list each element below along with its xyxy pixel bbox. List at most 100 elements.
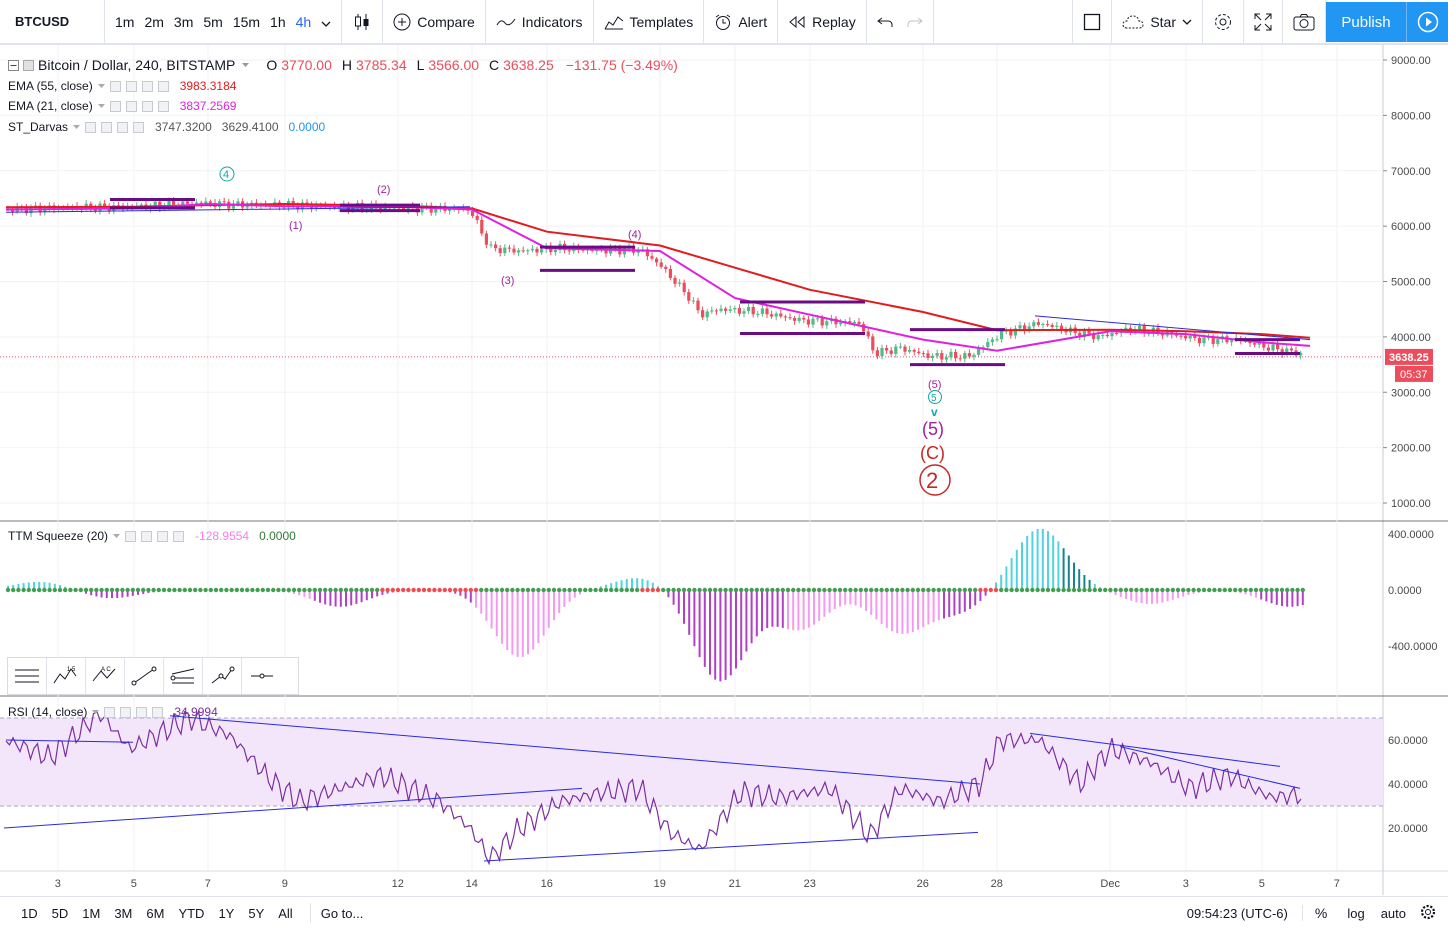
ttm-squeeze-dot: [156, 587, 161, 593]
ttm-squeeze-dot: [801, 587, 806, 593]
series-toggle-icon[interactable]: [23, 59, 34, 71]
symbol-search[interactable]: BTCUSD: [0, 0, 105, 44]
candle-body: [1289, 348, 1293, 351]
chevron-down-icon[interactable]: [91, 709, 100, 715]
gear-icon[interactable]: [101, 121, 113, 133]
chevron-down-icon[interactable]: [112, 533, 121, 539]
collapse-icon[interactable]: [8, 59, 19, 71]
elliott-impulse-tool[interactable]: 1 5: [47, 658, 86, 694]
redo-icon[interactable]: [907, 16, 923, 28]
range-5d[interactable]: 5D: [51, 905, 69, 921]
publish-video-button[interactable]: [1406, 2, 1448, 42]
ttm-squeeze-dot: [1071, 587, 1077, 593]
eye-icon[interactable]: [109, 100, 121, 112]
chart-canvas[interactable]: 9000.00 8000.00 7000.00 6000.00 5000.00 4000.…: [0, 45, 1448, 895]
code-icon[interactable]: [117, 121, 129, 133]
interval-5m[interactable]: 5m: [203, 13, 223, 30]
chevron-down-icon[interactable]: [72, 124, 81, 130]
candle-body: [779, 313, 783, 317]
replay-button[interactable]: Replay: [778, 0, 867, 44]
interval-3m[interactable]: 3m: [173, 13, 194, 30]
code-icon[interactable]: [157, 530, 169, 542]
eye-icon[interactable]: [125, 530, 137, 542]
chevron-down-icon[interactable]: [97, 103, 106, 109]
eye-icon[interactable]: [85, 121, 97, 133]
series-title: Bitcoin / Dollar, 240, BITSTAMP: [38, 57, 236, 73]
pitchfork-tool[interactable]: [164, 658, 203, 694]
snapshot-button[interactable]: [1283, 0, 1326, 44]
templates-button[interactable]: Templates: [594, 0, 705, 44]
toolbar-right: Star Publish: [1072, 0, 1448, 44]
close-icon[interactable]: [157, 100, 169, 112]
candle-body: [806, 319, 810, 325]
ttm-squeeze-dot: [1118, 587, 1124, 593]
interval-1m[interactable]: 1m: [115, 13, 135, 30]
eye-icon[interactable]: [109, 80, 121, 92]
gear-icon[interactable]: [141, 530, 153, 542]
close-icon[interactable]: [173, 530, 185, 542]
ttm-squeeze-dot: [328, 587, 333, 593]
range-1d[interactable]: 1D: [21, 905, 38, 921]
ttm-squeeze-dot: [468, 587, 473, 593]
settings-button[interactable]: [1203, 0, 1244, 44]
candle-body: [1110, 333, 1114, 337]
trend-line-tool[interactable]: [125, 658, 164, 694]
interval-15m[interactable]: 15m: [232, 13, 261, 30]
range-1y[interactable]: 1Y: [218, 905, 235, 921]
ttm-squeeze-dot: [276, 587, 281, 593]
path-tool[interactable]: [203, 658, 242, 694]
chart-area[interactable]: 9000.00 8000.00 7000.00 6000.00 5000.00 4000.…: [0, 44, 1448, 895]
expand-button[interactable]: [1244, 0, 1283, 44]
ema55-value: 3983.3184: [179, 79, 237, 93]
chevron-down-icon[interactable]: [241, 62, 250, 68]
gear-icon[interactable]: [120, 706, 132, 718]
close-icon[interactable]: [133, 121, 145, 133]
interval-1h[interactable]: 1h: [270, 13, 286, 30]
alert-button[interactable]: Alert: [704, 0, 779, 44]
eye-icon[interactable]: [104, 706, 116, 718]
publish-button[interactable]: Publish: [1326, 2, 1406, 42]
interval-2m[interactable]: 2m: [144, 13, 164, 30]
ttm-squeeze-dot: [557, 587, 562, 593]
ttm-axis-label: 400.0000: [1388, 529, 1434, 541]
horizontal-ray-tool[interactable]: [242, 658, 281, 694]
ttm-squeeze-dot: [749, 587, 754, 593]
ttm-squeeze-dot: [702, 587, 707, 593]
auto-toggle[interactable]: auto: [1380, 905, 1406, 921]
elliott-correction-tool[interactable]: A C: [86, 658, 125, 694]
candle-body: [1018, 325, 1022, 329]
interval-4h[interactable]: 4h: [295, 13, 312, 30]
range-6m[interactable]: 6M: [146, 905, 165, 921]
ttm-squeeze-dot: [484, 587, 489, 593]
fullscreen-box-button[interactable]: [1072, 0, 1113, 44]
compare-button[interactable]: Compare: [383, 0, 486, 44]
ttm-squeeze-dot: [109, 587, 115, 593]
candle-body: [903, 346, 907, 352]
star-button[interactable]: Star: [1112, 0, 1203, 44]
log-toggle[interactable]: log: [1347, 905, 1365, 921]
code-icon[interactable]: [141, 80, 153, 92]
ttm-squeeze-dot: [884, 587, 889, 593]
interval-dropdown[interactable]: [316, 14, 336, 30]
code-icon[interactable]: [136, 706, 148, 718]
goto-button[interactable]: Go to...: [320, 905, 364, 921]
range-ytd[interactable]: YTD: [178, 905, 205, 921]
gear-icon[interactable]: [125, 100, 137, 112]
indicators-button[interactable]: Indicators: [486, 0, 594, 44]
close-icon[interactable]: [152, 706, 164, 718]
range-5y[interactable]: 5Y: [248, 905, 265, 921]
range-all[interactable]: All: [278, 905, 293, 921]
range-1m[interactable]: 1M: [82, 905, 101, 921]
chart-type-button[interactable]: [342, 0, 384, 44]
candle-body: [659, 262, 663, 267]
percent-toggle[interactable]: %: [1301, 905, 1339, 921]
gear-icon[interactable]: [125, 80, 137, 92]
chevron-down-icon[interactable]: [97, 83, 106, 89]
horizontal-lines-tool[interactable]: [8, 658, 47, 694]
code-icon[interactable]: [141, 100, 153, 112]
range-3m[interactable]: 3M: [114, 905, 133, 921]
ttm-squeeze-dot: [219, 587, 224, 593]
undo-icon[interactable]: [876, 16, 893, 28]
close-icon[interactable]: [157, 80, 169, 92]
settings-button[interactable]: [1414, 904, 1448, 923]
